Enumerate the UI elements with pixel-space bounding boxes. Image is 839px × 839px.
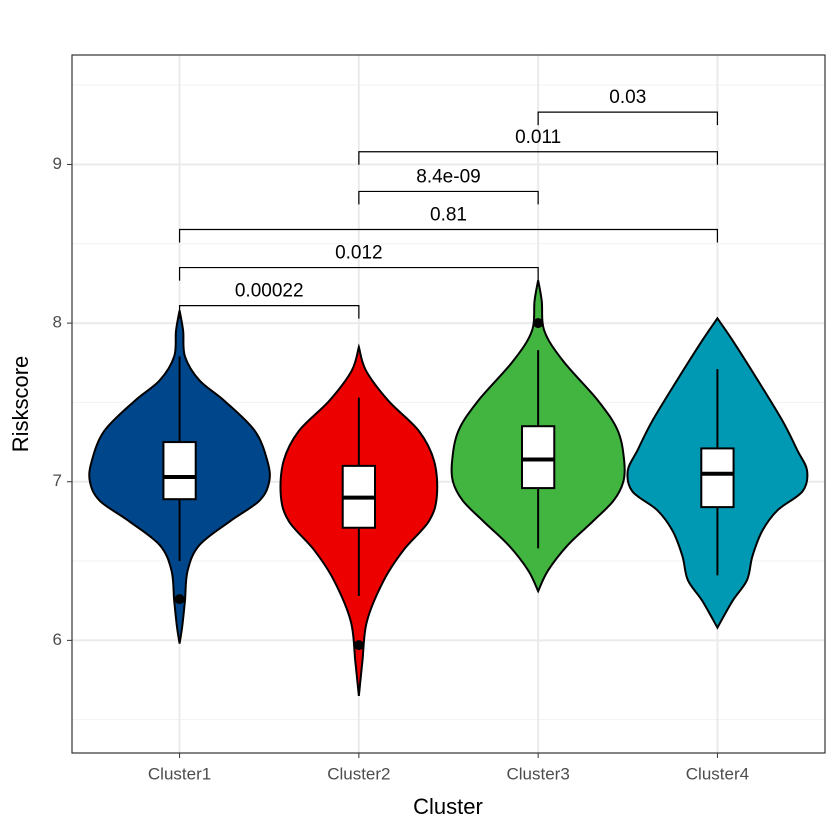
- x-axis-title: Cluster: [413, 794, 483, 819]
- significance-bracket: [178, 305, 360, 319]
- significance-bracket: [358, 190, 539, 205]
- significance-bracket: [537, 111, 719, 126]
- box: [162, 441, 197, 501]
- y-axis-title: Riskscore: [8, 356, 33, 453]
- y-tick-label: 6: [53, 630, 62, 649]
- p-value-label: 8.4e-09: [416, 166, 480, 187]
- significance-bracket: [178, 266, 539, 281]
- panel-border: [71, 54, 826, 754]
- x-tick-label: Cluster3: [506, 764, 569, 783]
- p-value-label: 0.03: [609, 87, 646, 108]
- significance-bracket: [178, 228, 719, 243]
- outlier: [353, 640, 364, 651]
- p-value-label: 0.011: [515, 127, 561, 148]
- y-tick-label: 8: [53, 313, 62, 332]
- y-tick-label: 9: [53, 154, 62, 173]
- box: [521, 425, 556, 490]
- x-tick-label: Cluster1: [148, 764, 211, 783]
- box: [700, 447, 735, 509]
- outlier: [533, 318, 544, 329]
- y-tick-label: 7: [53, 471, 62, 490]
- p-value-label: 0.81: [430, 205, 467, 226]
- p-value-label: 0.012: [335, 243, 383, 264]
- x-tick-label: Cluster4: [686, 764, 749, 783]
- x-tick-label: Cluster2: [327, 764, 390, 783]
- outlier: [174, 594, 185, 605]
- significance-bracket: [358, 151, 719, 165]
- p-value-label: 0.00022: [235, 281, 304, 302]
